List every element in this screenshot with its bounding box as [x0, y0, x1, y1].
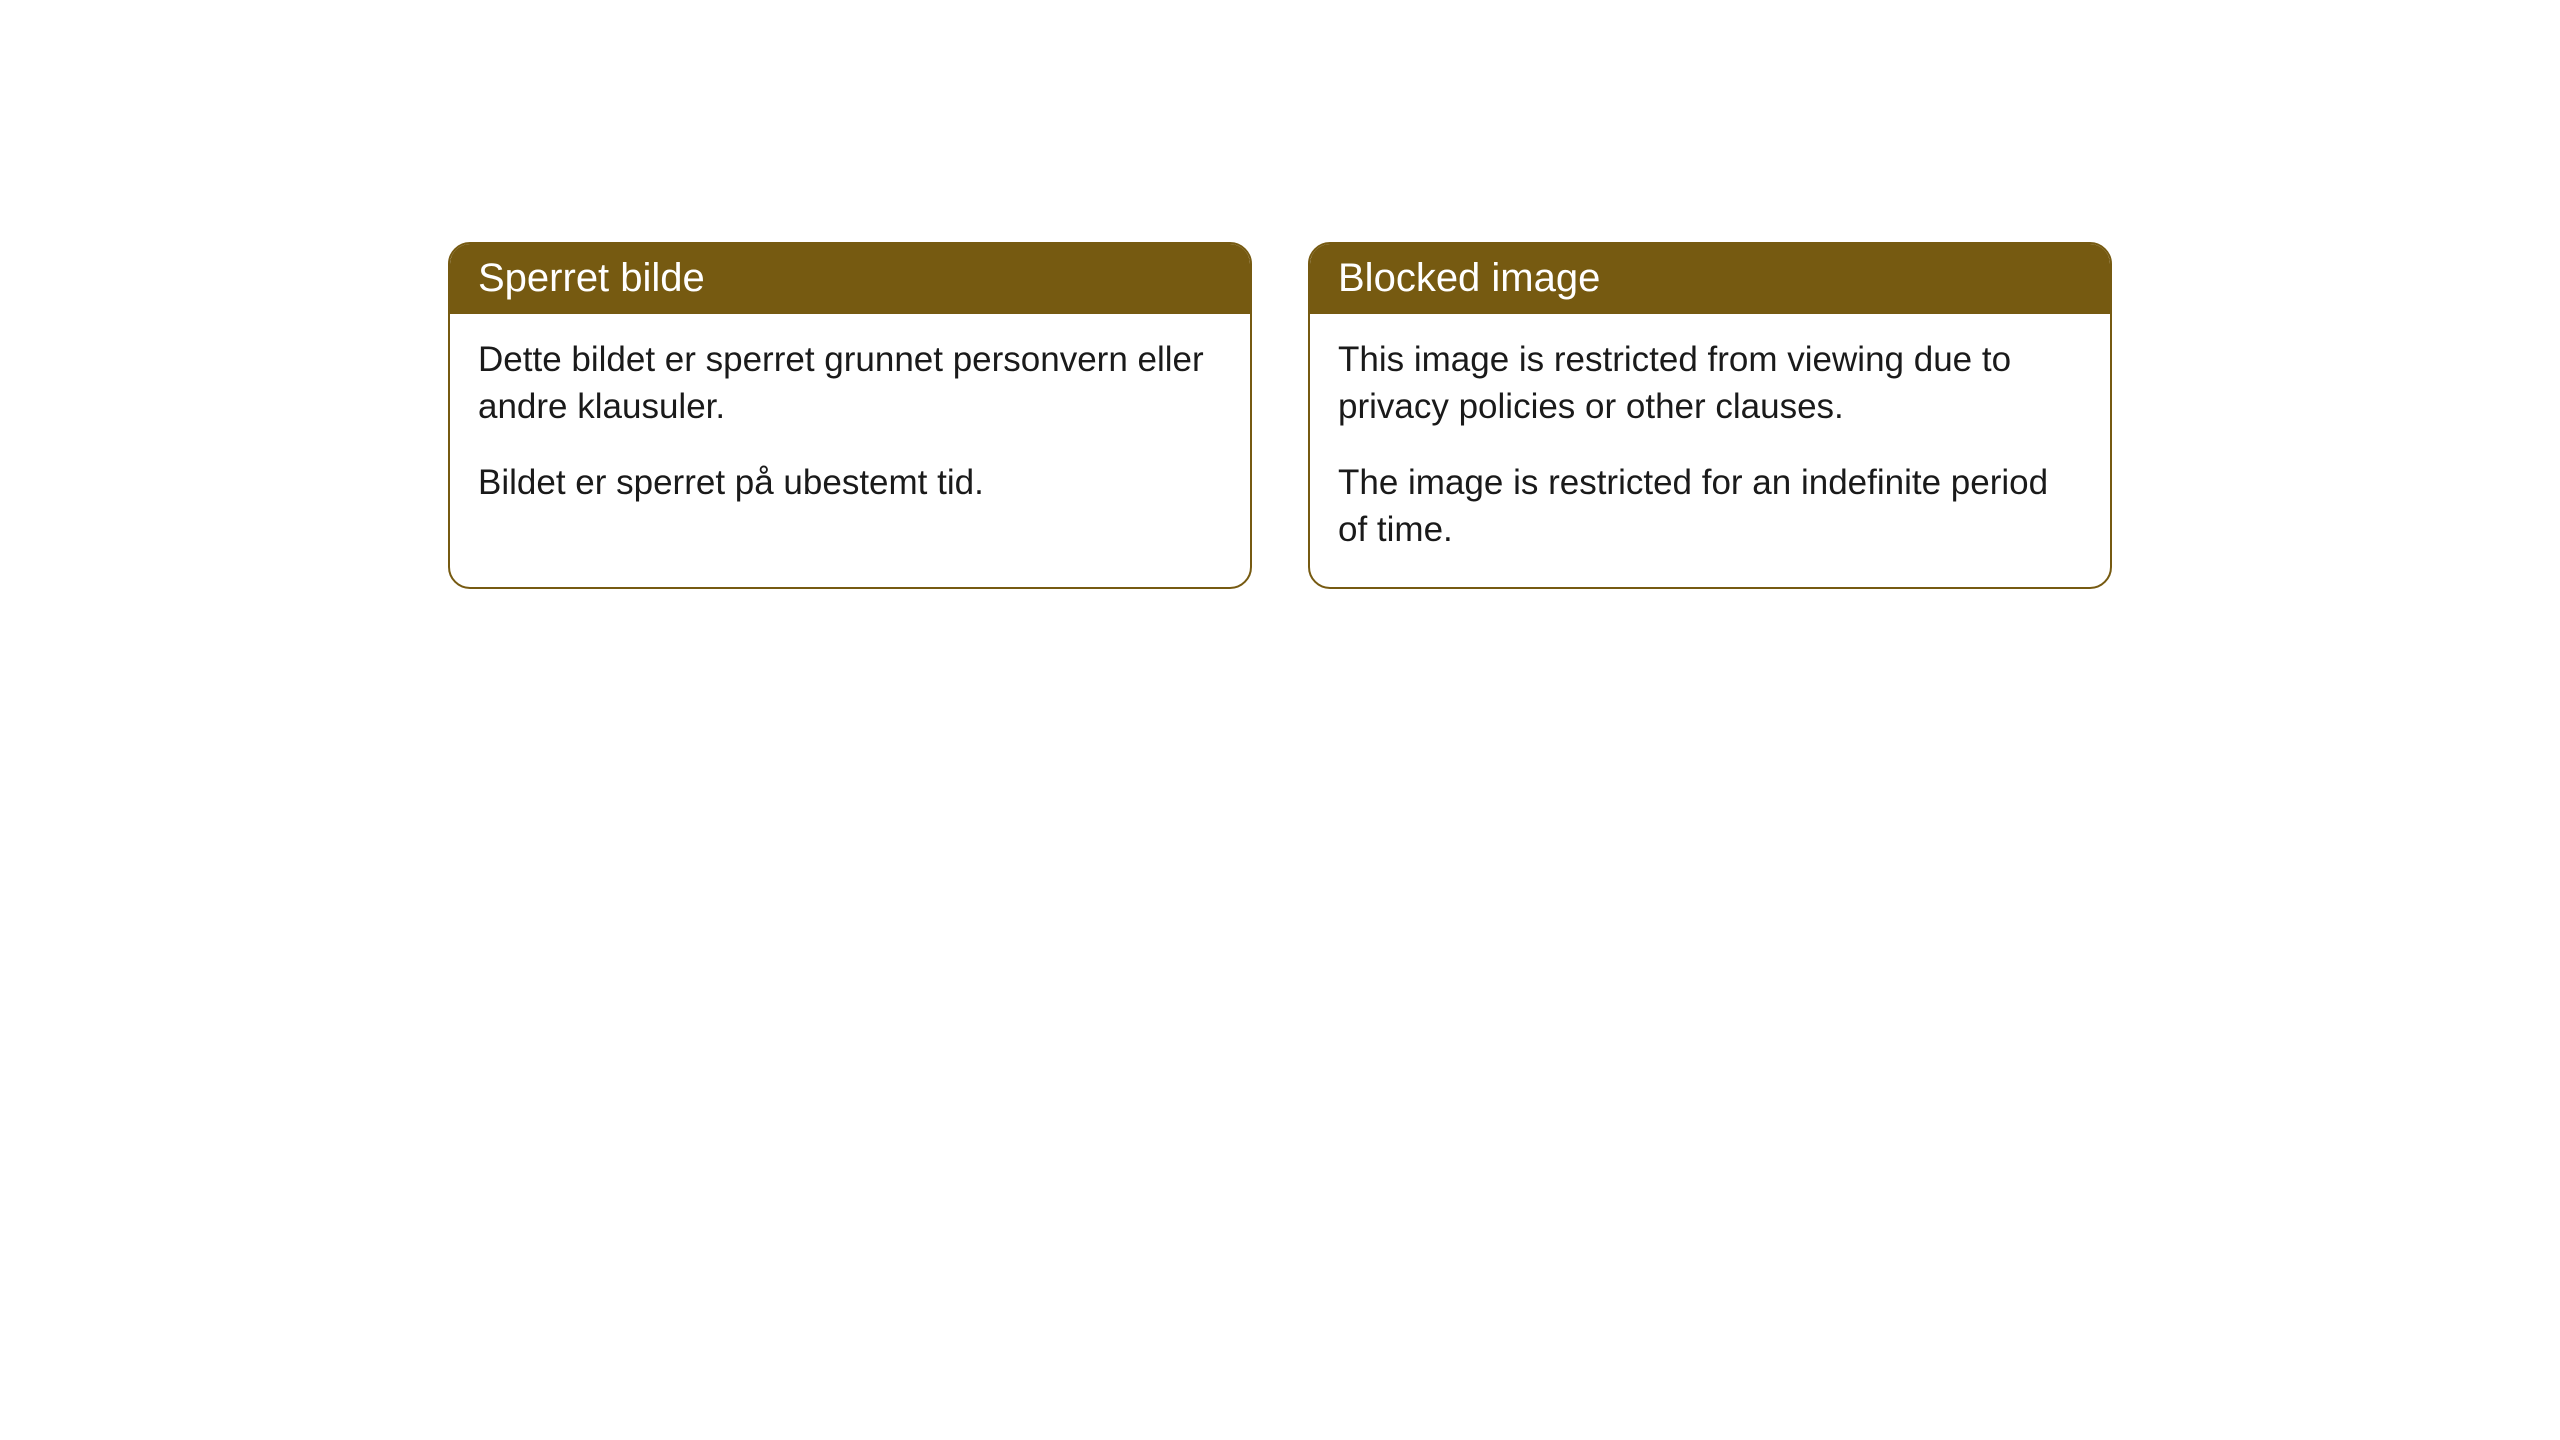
card-body-paragraph: The image is restricted for an indefinit…	[1338, 459, 2082, 554]
card-header: Blocked image	[1310, 244, 2110, 314]
card-body-paragraph: Bildet er sperret på ubestemt tid.	[478, 459, 1222, 506]
card-body-paragraph: This image is restricted from viewing du…	[1338, 336, 2082, 431]
blocked-image-card-english: Blocked image This image is restricted f…	[1308, 242, 2112, 589]
blocked-image-card-norwegian: Sperret bilde Dette bildet er sperret gr…	[448, 242, 1252, 589]
card-header: Sperret bilde	[450, 244, 1250, 314]
card-body: This image is restricted from viewing du…	[1310, 314, 2110, 587]
card-container: Sperret bilde Dette bildet er sperret gr…	[0, 0, 2560, 589]
card-body: Dette bildet er sperret grunnet personve…	[450, 314, 1250, 540]
card-body-paragraph: Dette bildet er sperret grunnet personve…	[478, 336, 1222, 431]
